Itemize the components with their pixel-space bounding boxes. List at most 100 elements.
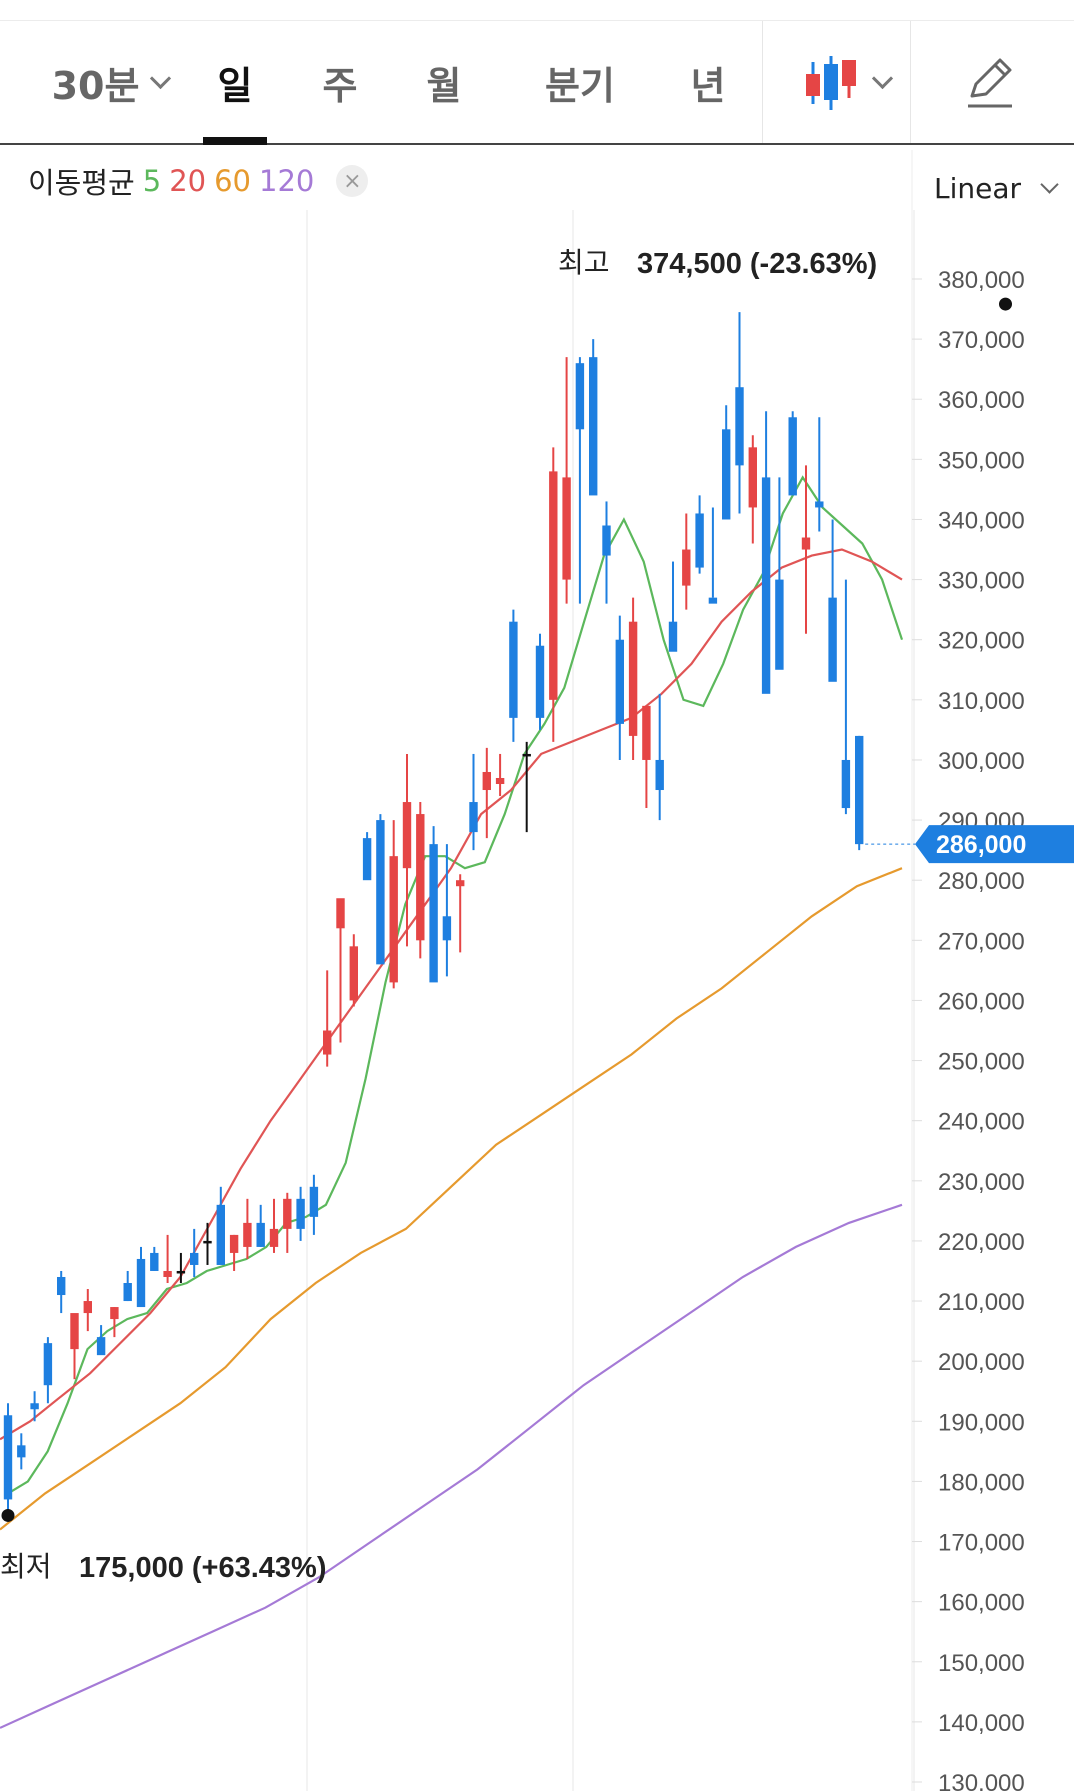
y-tick-label: 340,000	[938, 507, 1025, 534]
ma-120-line	[0, 1203, 903, 1729]
y-tick-label: 190,000	[938, 1409, 1025, 1436]
candle-body	[110, 1307, 119, 1320]
draw-tool-button[interactable]	[950, 21, 1030, 143]
y-tick-label: 200,000	[938, 1349, 1025, 1376]
y-tick-label: 360,000	[938, 387, 1025, 414]
y-tick-label: 350,000	[938, 447, 1025, 474]
candle-body	[376, 820, 385, 965]
candle-body	[30, 1403, 39, 1410]
tab-week[interactable]: 주	[308, 21, 372, 143]
y-tick-label: 240,000	[938, 1109, 1025, 1136]
y-tick-label: 380,000	[938, 267, 1025, 294]
candle-body	[722, 429, 731, 520]
active-tab-underline	[203, 137, 267, 145]
close-icon[interactable]: ×	[336, 165, 369, 197]
tab-day-label: 일	[217, 63, 253, 108]
candle-body	[735, 387, 744, 466]
y-tick-label: 250,000	[938, 1049, 1025, 1076]
candle-body	[96, 1337, 106, 1356]
scale-label: Linear	[934, 172, 1022, 205]
candle-body	[136, 1258, 146, 1308]
candle-body	[522, 753, 531, 757]
tab-quarter[interactable]: 분기	[530, 21, 630, 143]
candle-body	[123, 1283, 132, 1302]
low-marker-label: 최저	[0, 1550, 52, 1583]
ma-20-line	[0, 548, 903, 1441]
candle-body	[203, 1240, 212, 1244]
y-tick-label: 220,000	[938, 1229, 1025, 1256]
candle-body	[269, 1228, 279, 1247]
candlestick-icon	[805, 56, 856, 110]
tab-year-label: 년	[690, 63, 726, 108]
candle-body	[495, 777, 505, 785]
candle-body	[761, 477, 771, 694]
tab-30min-label: 30분	[51, 63, 140, 108]
candle-body	[70, 1313, 79, 1350]
candle-body	[283, 1198, 292, 1229]
legend-ma-5: 5	[142, 164, 162, 198]
low-marker-dot	[1, 1508, 15, 1522]
top-divider	[0, 20, 1074, 21]
candle-body	[3, 1415, 13, 1500]
candle-body	[243, 1222, 252, 1247]
y-tick-label: 310,000	[938, 688, 1025, 715]
tab-month[interactable]: 월	[412, 21, 476, 143]
tab-30min[interactable]: 30분	[40, 21, 180, 143]
candle-body	[216, 1204, 225, 1265]
legend-ma-60: 60	[214, 164, 251, 198]
candle-body	[642, 705, 651, 760]
candle-body	[695, 513, 704, 568]
candle-body	[615, 639, 624, 724]
candle-body	[442, 916, 452, 941]
candle-body	[855, 735, 864, 845]
candle-body	[150, 1252, 159, 1271]
y-tick-label: 210,000	[938, 1289, 1025, 1316]
legend-ma-20: 20	[169, 164, 207, 198]
chart-type-button[interactable]	[790, 21, 900, 143]
candle-body	[775, 579, 784, 670]
y-tick-label: 230,000	[938, 1169, 1025, 1196]
candle-body	[828, 597, 837, 682]
y-tick-label: 260,000	[938, 988, 1025, 1015]
y-tick-label: 300,000	[938, 748, 1025, 775]
current-price-tag	[915, 825, 1074, 864]
candle-body	[602, 525, 611, 556]
candle-body	[748, 447, 757, 508]
candle-body	[309, 1186, 319, 1217]
candle-body	[402, 802, 412, 869]
current-price-label: 286,000	[936, 831, 1026, 859]
candle-body	[708, 597, 718, 604]
candle-body	[788, 417, 797, 496]
legend-prefix: 이동평균	[28, 166, 135, 200]
tab-separator	[910, 21, 911, 143]
scale-select[interactable]: Linear	[934, 172, 1059, 205]
candle-body	[190, 1252, 199, 1265]
candle-body	[229, 1234, 239, 1253]
tab-quarter-label: 분기	[545, 63, 615, 108]
candle-body	[43, 1343, 53, 1386]
candle-body	[682, 549, 691, 586]
candle-body	[429, 844, 438, 983]
period-tab-bar: 30분 일 주 월 분기 년	[0, 21, 1074, 145]
candle-body	[296, 1198, 305, 1229]
high-marker-label: 최고	[558, 246, 610, 279]
candle-body	[841, 759, 851, 809]
candle-body	[801, 537, 811, 550]
tab-year[interactable]: 년	[676, 21, 740, 143]
candle-body	[416, 814, 425, 941]
candle-body	[535, 645, 545, 718]
ma-60-line	[0, 867, 903, 1531]
y-tick-label: 130,000	[938, 1770, 1025, 1791]
candle-body	[389, 856, 398, 983]
candle-body	[163, 1270, 172, 1277]
candle-body	[349, 946, 358, 1001]
candle-body	[482, 771, 491, 791]
candle-body	[668, 621, 678, 652]
y-tick-label: 160,000	[938, 1590, 1025, 1617]
moving-average-legend: 이동평균 5 20 60 120 ×	[28, 160, 369, 202]
candle-body	[589, 357, 598, 496]
candle-body	[562, 477, 571, 580]
tab-day[interactable]: 일	[203, 21, 267, 145]
y-tick-label: 140,000	[938, 1710, 1025, 1737]
